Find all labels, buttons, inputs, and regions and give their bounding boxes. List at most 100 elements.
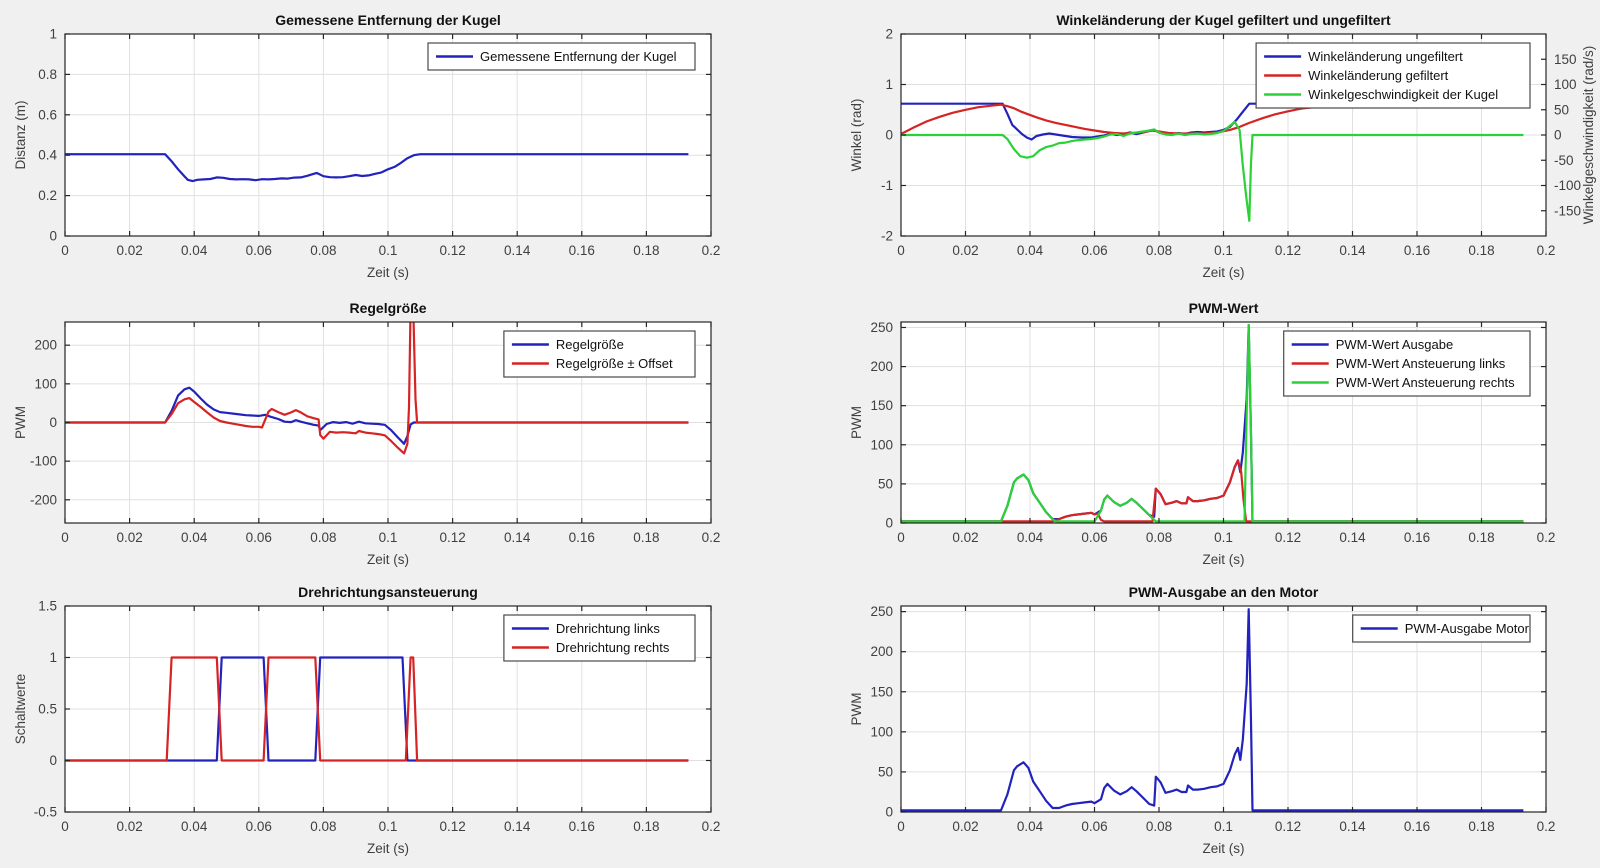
x-axis-label: Zeit (s) [1203, 841, 1245, 856]
y-tick-label: 0 [49, 753, 57, 768]
x-tick-label: 0.04 [181, 243, 208, 258]
x-tick-label: 0.12 [439, 530, 465, 545]
tick-labels: 0 0.02 0.04 0.06 0.08 0.1 0.12 0.14 0.16 0.18 0.2 0… [870, 604, 1555, 834]
x-tick-label: 0.18 [1468, 530, 1494, 545]
series-red [65, 322, 689, 455]
y-axis-label: Winkel (rad) [849, 99, 864, 172]
y-tick-label: 200 [870, 644, 893, 659]
x-tick-label: 0 [61, 819, 69, 834]
y-tick-label: 0.6 [38, 107, 57, 122]
y-tick-label: 0.4 [38, 148, 57, 163]
y-tick-label: 50 [878, 764, 893, 779]
legend-box [503, 330, 696, 378]
y-axis-label: PWM [849, 406, 864, 439]
chart-title: Gemessene Entfernung der Kugel [275, 12, 501, 28]
x-tick-label: 0.04 [181, 819, 208, 834]
tick-marks [64, 33, 712, 237]
x-axis-label: Zeit (s) [367, 552, 409, 567]
x-tick-label: 0.04 [1017, 530, 1044, 545]
x-tick-label: 0.16 [569, 819, 595, 834]
chart-4: 0 0.02 0.04 0.06 0.08 0.1 0.12 0.14 0.16 0.18 0.2 0… [849, 300, 1555, 567]
x-tick-label: 0 [897, 243, 905, 258]
x-tick-label: 0.06 [1081, 819, 1107, 834]
y-tick-label: 250 [870, 604, 893, 619]
chart-title: PWM-Wert [1189, 300, 1259, 316]
x-tick-label: 0.2 [702, 530, 721, 545]
y-tick-label: 0.2 [38, 188, 57, 203]
legend: Gemessene Entfernung der Kugel [427, 42, 696, 71]
tick-labels: 0 0.02 0.04 0.06 0.08 0.1 0.12 0.14 0.16 0.18 0.2 0… [38, 27, 720, 259]
chart-title: Drehrichtungsansteuerung [298, 584, 478, 600]
chart-1: 0 0.02 0.04 0.06 0.08 0.1 0.12 0.14 0.16 0.18 0.2 0… [13, 12, 720, 280]
y-tick-label: 1 [885, 77, 893, 92]
y-tick-label: 50 [878, 476, 893, 491]
x-tick-label: 0.12 [1275, 530, 1301, 545]
series-group [65, 656, 689, 762]
x-tick-label: 0.18 [1468, 243, 1494, 258]
legend-entry-label: Winkeländerung gefiltert [1308, 68, 1449, 83]
y-tick-label: 0 [885, 516, 893, 531]
x-tick-label: 0.18 [1468, 819, 1494, 834]
legend-entry-label: Drehrichtung rechts [556, 640, 670, 655]
x-tick-label: 0.16 [1404, 530, 1430, 545]
x-tick-label: 0 [61, 530, 69, 545]
x-tick-label: 0.1 [379, 243, 398, 258]
chart-3: 0 0.02 0.04 0.06 0.08 0.1 0.12 0.14 0.16 0.18 0.2 -… [13, 300, 720, 567]
y-right-tick-label: 100 [1554, 77, 1577, 92]
x-tick-label: 0.04 [1017, 243, 1044, 258]
tick-labels: 0 0.02 0.04 0.06 0.08 0.1 0.12 0.14 0.16 0.18 0.2 -… [34, 599, 721, 835]
legend-entry-label: Regelgröße [556, 337, 624, 352]
x-tick-label: 0.1 [379, 819, 398, 834]
x-tick-label: 0.1 [1214, 819, 1233, 834]
y-tick-label: 200 [870, 359, 893, 374]
tick-labels: 0 0.02 0.04 0.06 0.08 0.1 0.12 0.14 0.16 0.18 0.2 -… [881, 27, 1581, 259]
chart-6: 0 0.02 0.04 0.06 0.08 0.1 0.12 0.14 0.16 0.18 0.2 0… [849, 584, 1555, 856]
chart-title: Winkeländerung der Kugel gefiltert und u… [1056, 12, 1391, 28]
tick-labels: 0 0.02 0.04 0.06 0.08 0.1 0.12 0.14 0.16 0.18 0.2 0… [870, 320, 1555, 545]
y-tick-label: -1 [881, 178, 893, 193]
y-tick-label: 200 [34, 338, 57, 353]
chart-title: Regelgröße [349, 300, 426, 316]
x-tick-label: 0.06 [246, 530, 272, 545]
series-blue [65, 386, 689, 445]
x-tick-label: 0.1 [1214, 530, 1233, 545]
y-tick-label: 0.5 [38, 702, 57, 717]
chart-5: 0 0.02 0.04 0.06 0.08 0.1 0.12 0.14 0.16 0.18 0.2 -… [13, 584, 720, 856]
legend-entry-label: Gemessene Entfernung der Kugel [480, 49, 677, 64]
y-right-axis-label: Winkelgeschwindigkeit (rad/s) [1581, 46, 1596, 225]
x-tick-label: 0.08 [1146, 530, 1172, 545]
series-group [901, 608, 1524, 812]
series-blue [901, 608, 1524, 812]
y-tick-label: 0 [49, 415, 57, 430]
x-tick-label: 0.2 [1537, 819, 1556, 834]
x-tick-label: 0.18 [633, 243, 659, 258]
x-tick-label: 0.02 [952, 819, 978, 834]
y-right-tick-label: -150 [1554, 203, 1581, 218]
x-tick-label: 0.04 [181, 530, 208, 545]
y-right-tick-label: -100 [1554, 178, 1581, 193]
legend-entry-label: Winkeländerung ungefiltert [1308, 49, 1463, 64]
series-red [901, 459, 1524, 523]
x-tick-label: 0 [897, 819, 905, 834]
x-tick-label: 0.06 [246, 243, 272, 258]
y-tick-label: 100 [34, 376, 57, 391]
tick-labels: 0 0.02 0.04 0.06 0.08 0.1 0.12 0.14 0.16 0.18 0.2 -… [30, 338, 720, 545]
tick-marks [64, 605, 712, 813]
x-tick-label: 0.1 [379, 530, 398, 545]
x-tick-label: 0.02 [116, 243, 142, 258]
y-tick-label: 250 [870, 320, 893, 335]
x-axis-label: Zeit (s) [367, 265, 409, 280]
y-tick-label: 100 [870, 437, 893, 452]
legend: Drehrichtung links Drehrichtung rechts [503, 614, 696, 662]
x-tick-label: 0 [897, 530, 905, 545]
tick-marks [900, 606, 1547, 813]
x-tick-label: 0.18 [633, 819, 659, 834]
series-group [901, 324, 1524, 523]
x-tick-label: 0.1 [1214, 243, 1233, 258]
legend: PWM-Ausgabe Motor [1352, 614, 1531, 643]
y-right-tick-label: -50 [1554, 153, 1574, 168]
y-tick-label: 2 [885, 27, 893, 42]
legend-entry-label: PWM-Wert Ansteuerung links [1336, 356, 1506, 371]
y-tick-label: 0.8 [38, 67, 57, 82]
y-tick-label: 150 [870, 684, 893, 699]
